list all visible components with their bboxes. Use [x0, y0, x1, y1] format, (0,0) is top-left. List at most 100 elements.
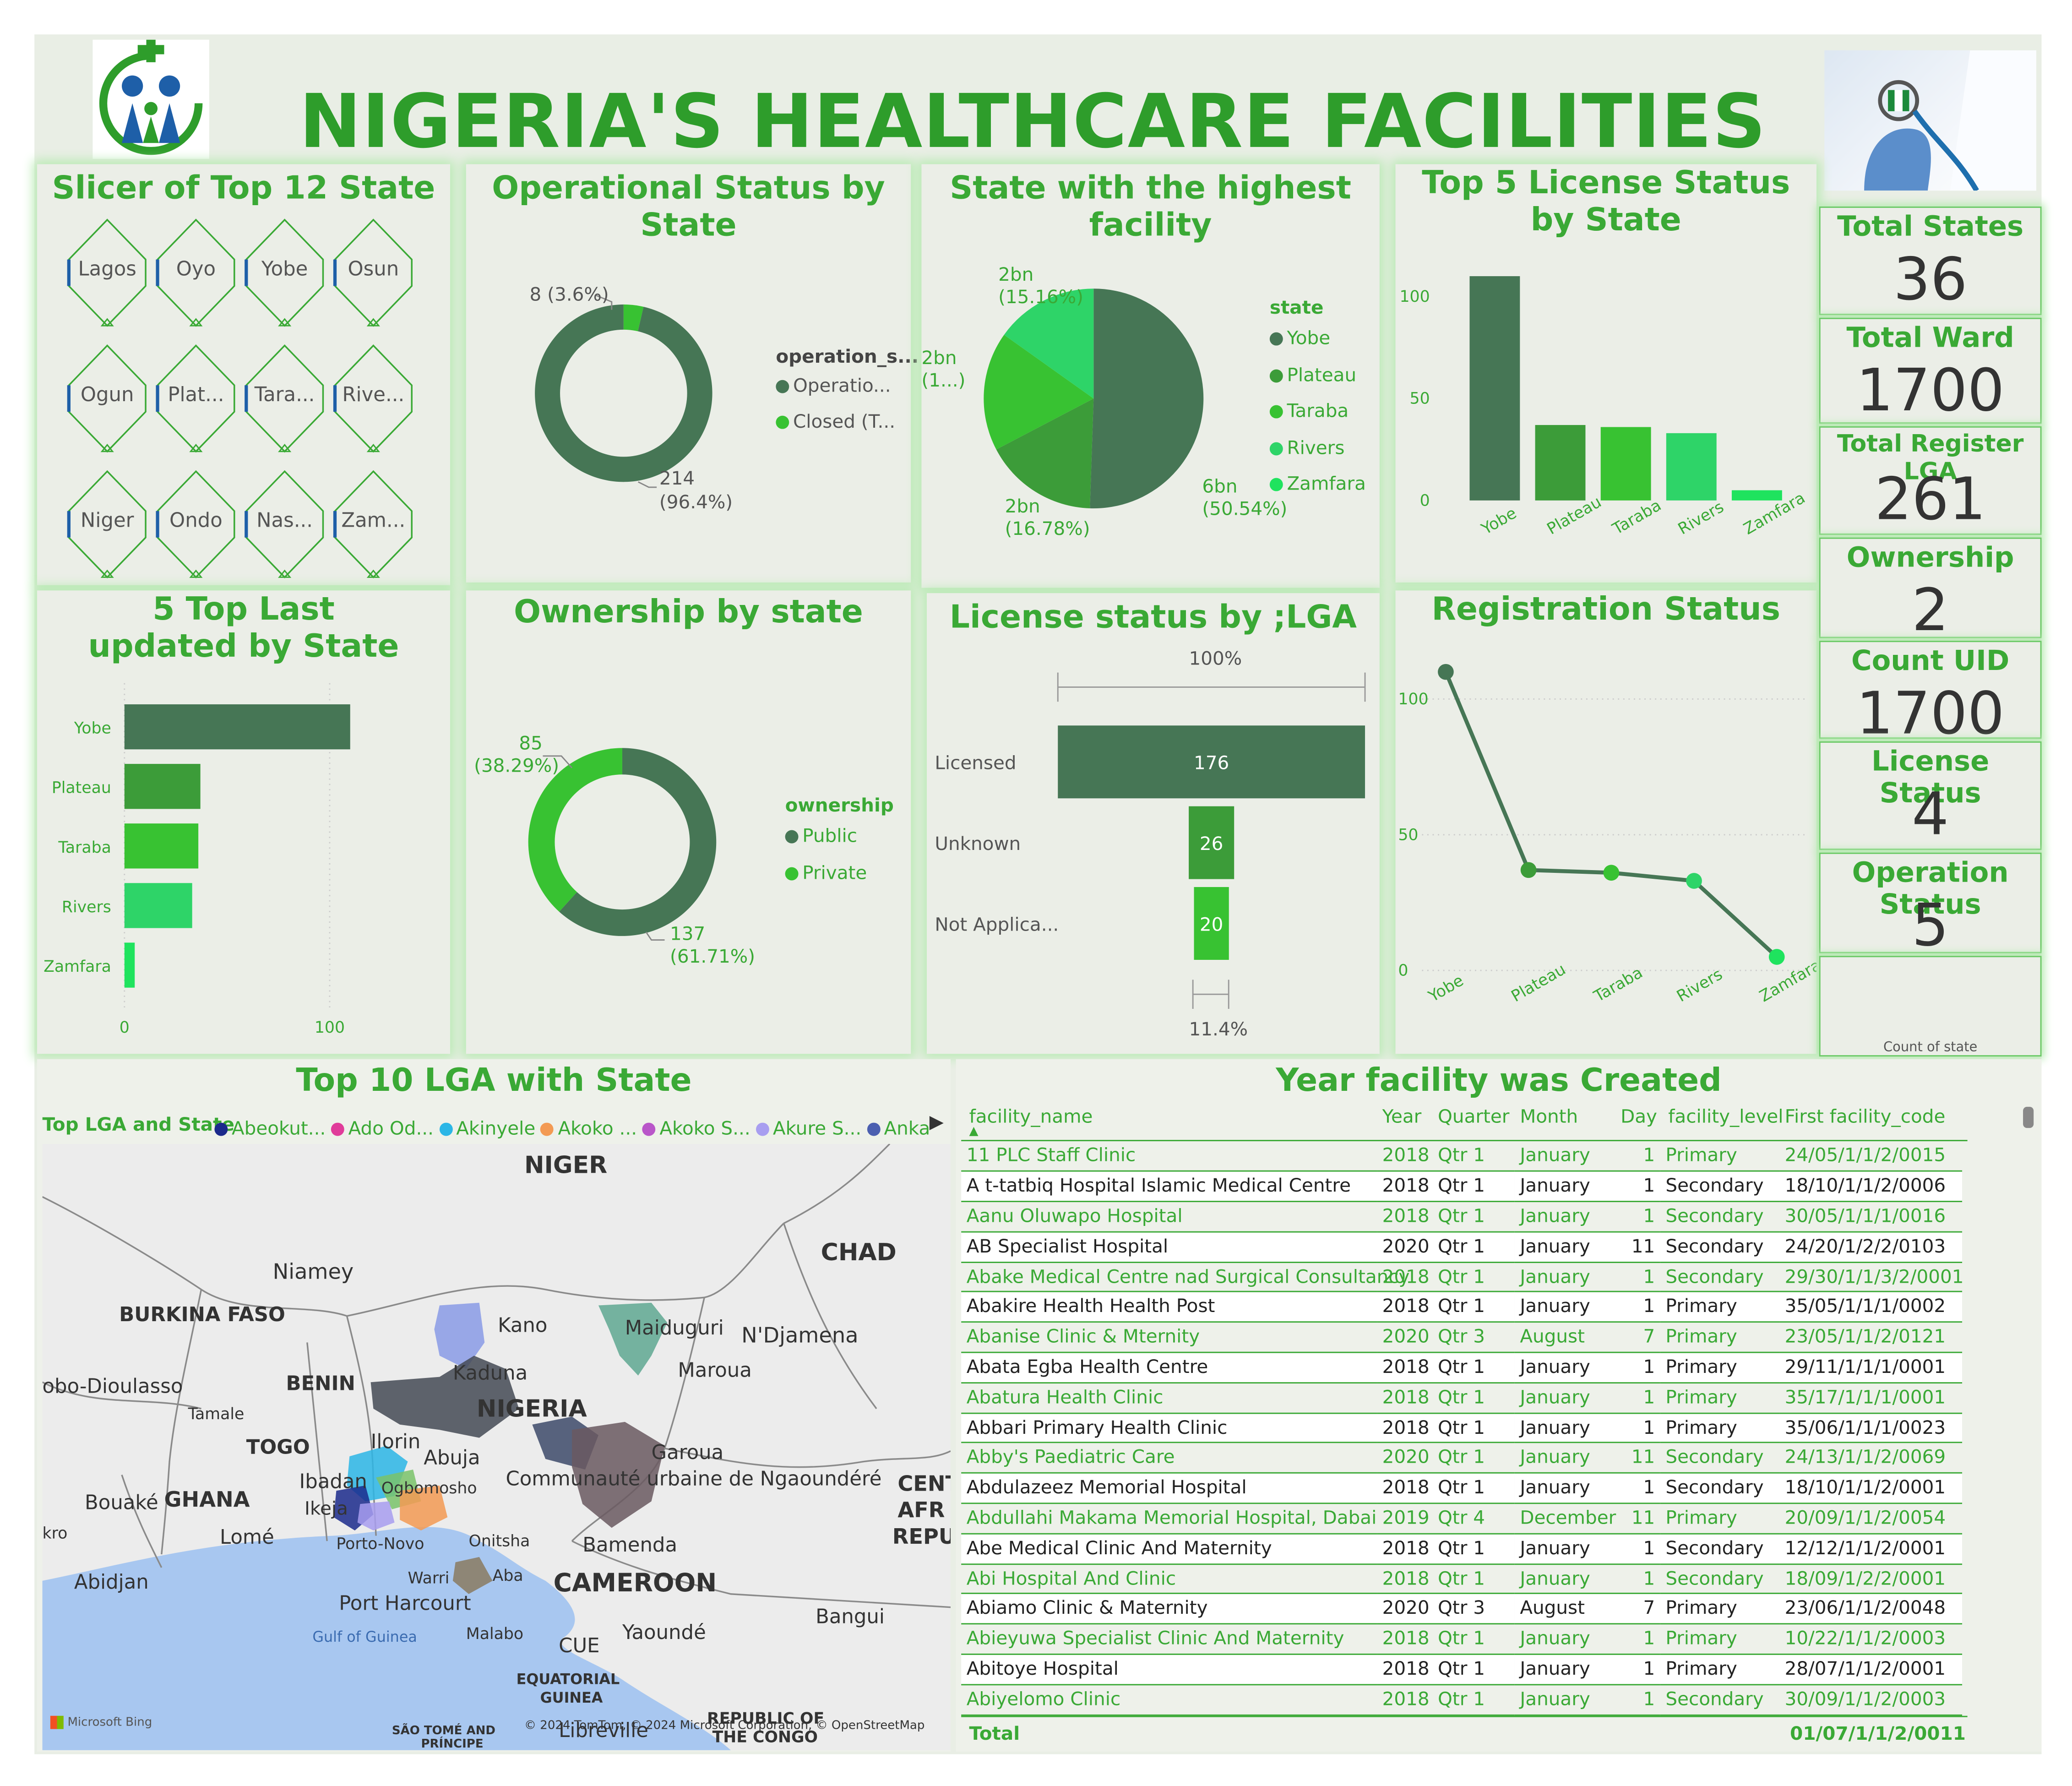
- map-legend-item[interactable]: Anka: [866, 1119, 930, 1140]
- table-cell: August: [1520, 1327, 1585, 1348]
- ownership-public-value: 137: [670, 924, 706, 946]
- slicer-item[interactable]: Zam...: [332, 466, 414, 583]
- leader-line: [645, 931, 665, 941]
- funnel-top-label: 100%: [1189, 648, 1242, 670]
- table-cell: Abanise Clinic & Mternity: [966, 1327, 1200, 1348]
- table-row[interactable]: AB Specialist Hospital 2020 Qtr 1 January 11…: [961, 1231, 1963, 1262]
- column-header[interactable]: Day: [1621, 1106, 1658, 1128]
- table-row[interactable]: Abdulazeez Memorial Hospital 2018 Qtr 1 Jan…: [961, 1473, 1963, 1503]
- map-place-label: CUE: [559, 1634, 599, 1657]
- table-cell: Qtr 3: [1438, 1327, 1485, 1348]
- table-cell: Abiamo Clinic & Maternity: [961, 1594, 1377, 1624]
- column-header[interactable]: facility_level: [1668, 1106, 1784, 1128]
- kpi-card: Ownership 2: [1819, 537, 2042, 644]
- legend-dot-icon: [776, 380, 789, 393]
- map-place-label: CENT: [897, 1471, 951, 1496]
- pie-label-rivers-pct: (15.16%): [998, 287, 1084, 309]
- table-cell: 35/05/1/1/1/0002: [1779, 1292, 1963, 1323]
- y-tick-label: Zamfara: [44, 958, 111, 976]
- legend-dot-icon: [331, 1122, 344, 1136]
- operational-legend-item[interactable]: Closed (T...: [776, 412, 895, 433]
- table-row[interactable]: Abdullahi Makama Memorial Hospital, Daba…: [961, 1503, 1963, 1534]
- column-header[interactable]: facility_name: [969, 1106, 1093, 1128]
- table-cell: 29/11/1/1/1/0001: [1779, 1352, 1963, 1383]
- highest-legend-item[interactable]: Plateau: [1269, 365, 1356, 386]
- table-row[interactable]: Abbari Primary Health Clinic 2018 Qtr 1 Jan…: [961, 1413, 1963, 1443]
- table-row[interactable]: Abi Hospital And Clinic 2018 Qtr 1 January 1…: [961, 1564, 1963, 1594]
- table-row[interactable]: Abiyelomo Clinic 2018 Qtr 1 January 1 Seconda…: [961, 1684, 1963, 1715]
- table-row[interactable]: Abata Egba Health Centre 2018 Qtr 1 January…: [961, 1352, 1963, 1383]
- kpi-label: Count UID: [1851, 644, 2010, 677]
- kpi-card: Count UID 1700: [1819, 641, 2042, 747]
- ownership-private-value: 85: [519, 733, 543, 755]
- map-legend-item[interactable]: Abeokut...: [214, 1119, 326, 1140]
- column-header[interactable]: Quarter: [1438, 1106, 1510, 1128]
- table-row[interactable]: Abatura Health Clinic 2018 Qtr 1 January 1 Pr…: [961, 1383, 1963, 1413]
- table-cell: Primary: [1665, 1387, 1737, 1409]
- table-row[interactable]: Abake Medical Centre nad Surgical Consul…: [961, 1262, 1963, 1292]
- kpi-footer: Count of state: [1883, 1040, 1978, 1056]
- table-row[interactable]: Aanu Oluwapo Hospital 2018 Qtr 1 January 1 Se…: [961, 1202, 1963, 1232]
- slicer-item[interactable]: Ondo: [155, 466, 237, 583]
- slicer-item[interactable]: Oyo: [155, 214, 237, 331]
- table-cell: Qtr 4: [1438, 1508, 1485, 1529]
- highest-legend-item[interactable]: Taraba: [1269, 401, 1349, 422]
- legend-dot-icon: [785, 830, 799, 844]
- bar-taraba: [124, 823, 199, 869]
- slicer-item[interactable]: Rive...: [332, 340, 414, 457]
- table-row[interactable]: Abe Medical Clinic And Maternity 2018 Qtr …: [961, 1533, 1963, 1564]
- slicer-item[interactable]: Plat...: [155, 340, 237, 457]
- slicer-item[interactable]: Ogun: [66, 340, 148, 457]
- legend-dot-icon: [1269, 441, 1283, 455]
- highest-legend-item[interactable]: Yobe: [1269, 328, 1330, 349]
- map-legend-item[interactable]: Akinyele: [439, 1118, 536, 1140]
- slicer-item[interactable]: Yobe: [244, 214, 326, 331]
- operational-legend-item[interactable]: Operatio...: [776, 376, 891, 397]
- column-header[interactable]: First facility_code: [1784, 1106, 1946, 1128]
- map-legend-item[interactable]: Akure S...: [756, 1119, 861, 1140]
- table-scrollbar[interactable]: [2023, 1106, 2034, 1128]
- map-place-label: Ogbomosho: [381, 1479, 477, 1497]
- table-cell: Abe Medical Clinic And Maternity: [961, 1533, 1377, 1564]
- legend-label: Akinyele: [456, 1118, 536, 1140]
- map-place-label: Malabo: [466, 1625, 523, 1643]
- map-legend-item[interactable]: Ado Od...: [331, 1119, 434, 1140]
- table-cell: 1: [1643, 1266, 1655, 1288]
- table-cell: 2018: [1377, 1533, 1433, 1564]
- table-row[interactable]: Abieyuwa Specialist Clinic And Maternity…: [961, 1624, 1963, 1655]
- table-row[interactable]: Abakire Health Health Post 2018 Qtr 1 Janua…: [961, 1292, 1963, 1323]
- map-place-label: Tamale: [188, 1405, 245, 1423]
- table-cell: Qtr 1: [1432, 1352, 1515, 1383]
- map-legend-item[interactable]: Akoko ...: [540, 1119, 637, 1140]
- highest-legend-item[interactable]: Rivers: [1269, 437, 1344, 459]
- map-copyright[interactable]: © 2024 TomTom, © 2024 Microsoft Corporat…: [524, 1720, 925, 1733]
- slicer-item[interactable]: Tara...: [244, 340, 326, 457]
- column-header[interactable]: Month: [1520, 1106, 1578, 1128]
- highest-legend-item[interactable]: Zamfara: [1269, 474, 1366, 495]
- funnel-value-label: 20: [1200, 913, 1224, 935]
- table-row[interactable]: Abby's Paediatric Care 2020 Qtr 1 January 11…: [961, 1443, 1963, 1474]
- table-cell: 2018: [1377, 1413, 1433, 1443]
- table-row[interactable]: A t-tatbiq Hospital Islamic Medical Cent…: [961, 1171, 1963, 1202]
- ownership-legend-item[interactable]: Public: [785, 826, 857, 847]
- sort-ascending-icon[interactable]: ▲: [969, 1125, 979, 1139]
- table-row[interactable]: Abitoye Hospital 2018 Qtr 1 January 1 Primary…: [961, 1654, 1963, 1685]
- legend-next-arrow-icon[interactable]: ▶: [929, 1112, 944, 1133]
- slicer-item[interactable]: Niger: [66, 466, 148, 583]
- funnel-top-bracket: [1057, 672, 1366, 702]
- slicer-item[interactable]: Lagos: [66, 214, 148, 331]
- map-legend-item[interactable]: Akoko S...: [642, 1119, 750, 1140]
- slicer-item[interactable]: Nas...: [244, 466, 326, 583]
- table-row[interactable]: Abiamo Clinic & Maternity 2020 Qtr 3 August…: [961, 1594, 1963, 1624]
- table-cell: January: [1520, 1206, 1590, 1227]
- table-cell: January: [1514, 1231, 1615, 1262]
- table-row[interactable]: Abanise Clinic & Mternity 2020 Qtr 3 August…: [961, 1322, 1963, 1353]
- license-lga-panel: License status by ;LGA 100% 176 Licensed 2…: [926, 593, 1380, 1054]
- map-place-label: EQUATORIAL: [517, 1671, 620, 1688]
- slicer-item[interactable]: Osun: [332, 214, 414, 331]
- table-row[interactable]: 11 PLC Staff Clinic 2018 Qtr 1 January 1 Prim…: [961, 1141, 1963, 1171]
- ownership-legend-item[interactable]: Private: [785, 863, 867, 884]
- column-header[interactable]: Year: [1382, 1106, 1422, 1128]
- map-canvas[interactable]: NIGER CHAD Niamey BURKINA FASO Kano Maiduguri…: [42, 1143, 951, 1750]
- table-cell: Primary: [1660, 1594, 1780, 1624]
